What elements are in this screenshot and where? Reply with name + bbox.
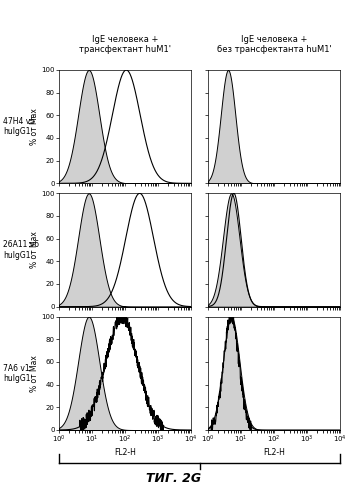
X-axis label: FL2-H: FL2-H: [114, 448, 136, 457]
Text: IgE человека +
трансфектант huM1': IgE человека + трансфектант huM1': [79, 35, 171, 54]
Y-axis label: % от Max: % от Max: [29, 355, 39, 392]
Text: 7A6 v1
hulgG1: 7A6 v1 hulgG1: [3, 364, 31, 383]
Text: ΤИГ. 2G: ΤИГ. 2G: [146, 472, 201, 485]
X-axis label: FL2-H: FL2-H: [263, 448, 285, 457]
Text: 47H4 v5
hulgG1: 47H4 v5 hulgG1: [3, 117, 36, 136]
Text: 26A11 v6
hulgG1: 26A11 v6 hulgG1: [3, 240, 40, 260]
Y-axis label: % от Max: % от Max: [29, 232, 39, 268]
Text: IgE человека +
без трансфектанта huM1': IgE человека + без трансфектанта huM1': [217, 35, 331, 54]
Y-axis label: % от Max: % от Max: [29, 108, 39, 145]
